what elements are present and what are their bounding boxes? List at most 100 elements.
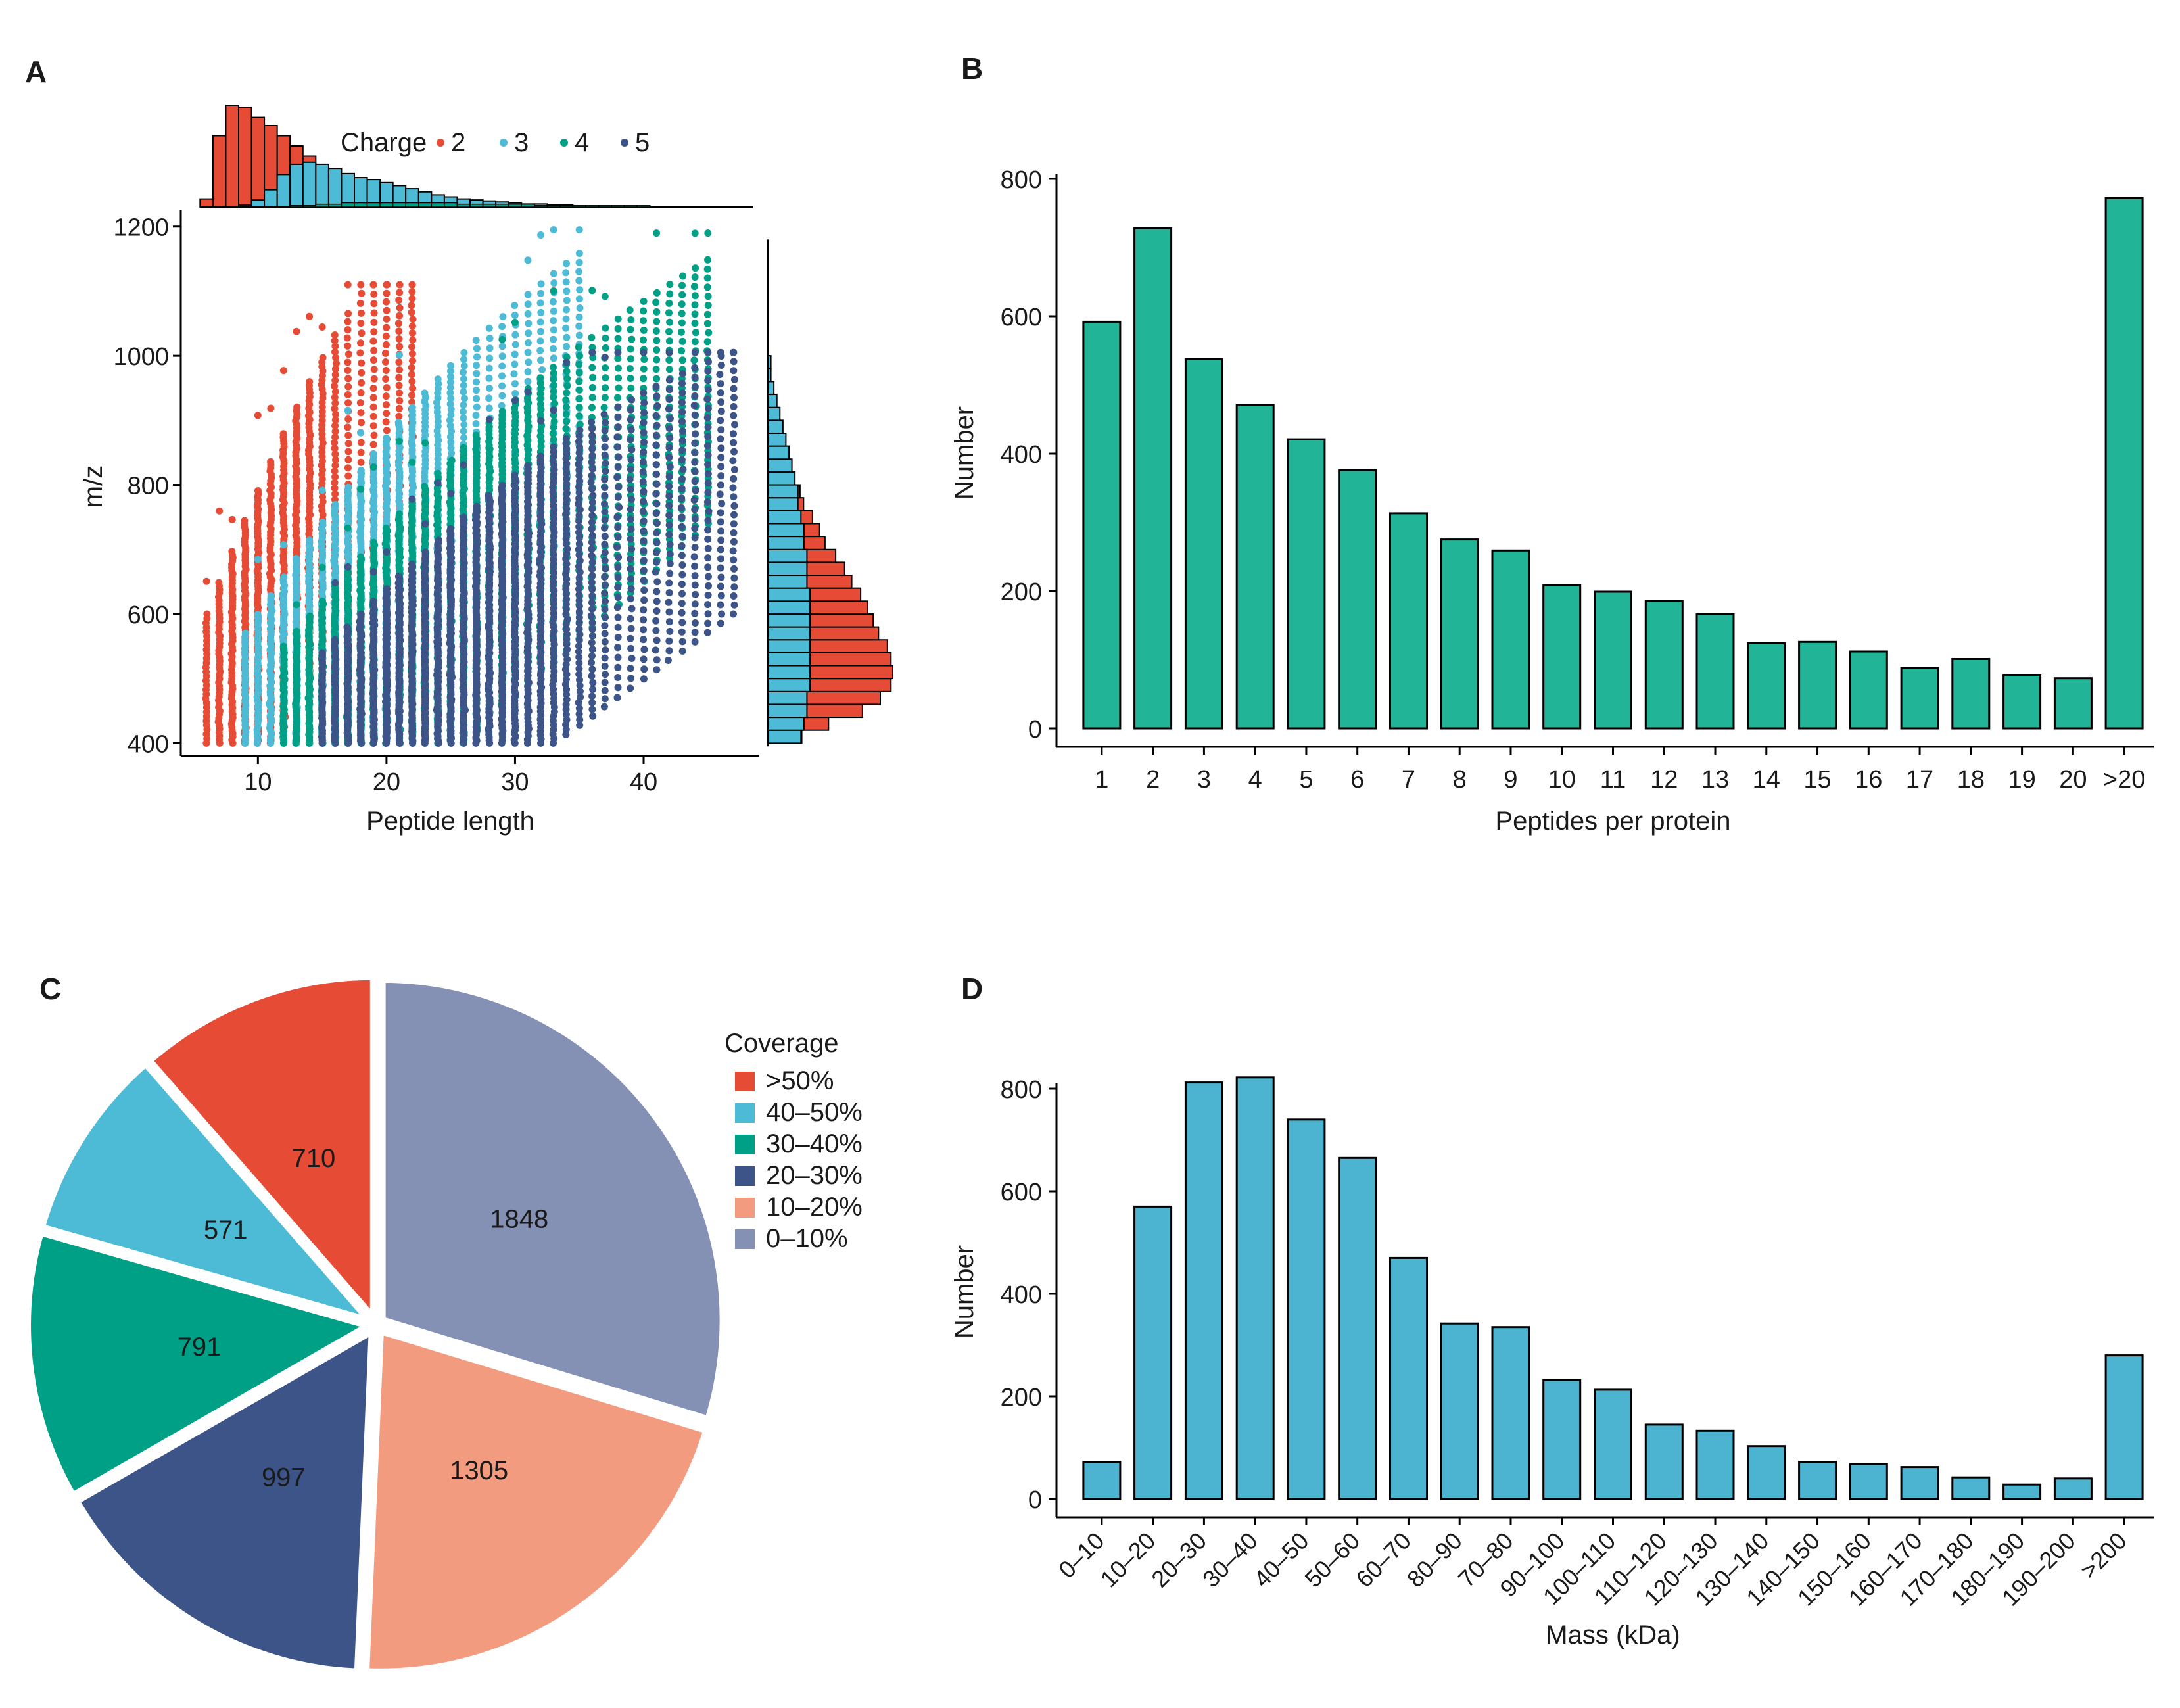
scatter-point-charge-3: [499, 313, 507, 321]
scatter-point-charge-4: [666, 281, 674, 289]
scatter-point-charge-3: [331, 501, 339, 508]
scatter-point-charge-3: [536, 318, 544, 326]
scatter-point-charge-3: [447, 406, 455, 414]
scatter-point-charge-4: [601, 293, 609, 300]
scatter-point-charge-4: [626, 306, 634, 314]
scatter-point-charge-2: [202, 577, 210, 585]
scatter-point-charge-3: [575, 258, 583, 266]
scatter-point-charge-2: [408, 391, 415, 399]
scatter-point-charge-4: [653, 356, 661, 364]
scatter-point-charge-3: [525, 320, 533, 327]
scatter-point-charge-3: [562, 315, 570, 323]
scatter-point-charge-2: [382, 418, 390, 426]
scatter-point-charge-4: [628, 335, 636, 343]
scatter-point-charge-3: [448, 427, 456, 435]
scatter-point-charge-4: [318, 563, 326, 571]
scatter-point-charge-3: [408, 404, 416, 412]
scatter-point-charge-5: [421, 520, 429, 528]
scatter-point-charge-2: [383, 401, 390, 409]
scatter-point-charge-2: [408, 377, 416, 385]
scatter-point-charge-2: [306, 378, 314, 386]
scatter-point-charge-4: [691, 292, 699, 300]
scatter-point-charge-4: [703, 283, 711, 291]
scatter-point-charge-3: [473, 403, 481, 411]
scatter-point-charge-3: [498, 343, 506, 350]
scatter-point-charge-4: [588, 404, 596, 412]
scatter-point-charge-4: [678, 310, 686, 318]
scatter-point-charge-2: [356, 399, 364, 407]
scatter-point-charge-4: [279, 642, 287, 650]
scatter-point-charge-3: [524, 256, 532, 264]
scatter-point-charge-4: [602, 344, 609, 352]
scatter-point-charge-4: [408, 458, 416, 466]
scatter-point-charge-4: [703, 320, 711, 327]
scatter-point-charge-2: [369, 385, 377, 392]
scatter-point-charge-5: [344, 563, 352, 571]
scatter-point-charge-2: [331, 473, 339, 481]
scatter-point-charge-4: [588, 364, 596, 371]
scatter-point-charge-2: [293, 327, 300, 335]
scatter-point-charge-4: [653, 337, 661, 344]
scatter-point-charge-3: [473, 369, 481, 377]
scatter-point-charge-4: [652, 366, 660, 373]
scatter-point-charge-3: [383, 434, 391, 442]
scatter-point-charge-4: [369, 463, 377, 471]
scatter-point-charge-2: [254, 487, 262, 494]
scatter-point-charge-3: [575, 313, 583, 321]
scatter-point-charge-4: [690, 283, 698, 291]
scatter-point-charge-2: [331, 462, 339, 469]
scatter-point-charge-2: [344, 456, 352, 463]
scatter-point-charge-4: [704, 256, 711, 264]
scatter-point-charge-3: [511, 312, 519, 319]
scatter-point-charge-3: [460, 401, 467, 409]
scatter-point-charge-3: [446, 389, 454, 397]
scatter-point-charge-4: [665, 327, 673, 335]
scatter-point-charge-4: [460, 444, 467, 452]
scatter-point-charge-2: [358, 309, 365, 317]
scatter-point-charge-3: [446, 400, 454, 408]
scatter-point-charge-2: [279, 367, 287, 375]
scatter-point-charge-2: [408, 295, 416, 302]
scatter-point-charge-3: [434, 375, 442, 383]
scatter-point-charge-2: [357, 458, 365, 466]
scatter-point-charge-2: [331, 399, 339, 407]
scatter-point-charge-2: [395, 381, 403, 389]
scatter-point-charge-3: [318, 486, 326, 494]
scatter-point-charge-4: [627, 325, 634, 333]
scatter-point-charge-2: [408, 343, 415, 351]
scatter-point-charge-2: [408, 364, 415, 371]
scatter-point-charge-2: [356, 349, 364, 357]
scatter-point-charge-2: [383, 315, 391, 323]
scatter-point-charge-4: [690, 356, 698, 364]
scatter-point-charge-2: [331, 485, 339, 492]
scatter-point-charge-4: [498, 408, 506, 415]
scatter-point-charge-5: [369, 568, 377, 576]
scatter-point-charge-4: [614, 315, 622, 323]
scatter-point-charge-2: [331, 433, 339, 441]
scatter-point-charge-4: [588, 287, 596, 295]
scatter-point-charge-2: [396, 304, 404, 312]
scatter-point-charge-3: [575, 322, 583, 330]
scatter-point-charge-2: [215, 579, 223, 586]
scatter-point-charge-2: [394, 320, 402, 327]
scatter-point-charge-4: [395, 437, 403, 445]
scatter-point-charge-3: [537, 289, 545, 297]
scatter-point-charge-3: [575, 331, 583, 339]
scatter-point-charge-4: [588, 394, 596, 402]
scatter-point-charge-3: [267, 592, 275, 600]
scatter-point-charge-2: [396, 312, 403, 320]
scatter-point-charge-2: [408, 288, 416, 296]
scatter-point-charge-2: [409, 336, 417, 344]
scatter-point-charge-2: [370, 309, 378, 317]
scatter-point-charge-3: [395, 351, 403, 359]
scatter-point-charge-4: [665, 337, 673, 345]
scatter-point-charge-4: [589, 373, 597, 381]
scatter-point-charge-3: [563, 333, 571, 341]
scatter-point-charge-2: [344, 342, 352, 350]
scatter-point-charge-2: [331, 490, 339, 498]
scatter-point-charge-2: [382, 392, 390, 400]
scatter-point-charge-2: [382, 358, 389, 366]
scatter-point-charge-3: [524, 348, 532, 356]
scatter-point-charge-2: [408, 308, 415, 316]
scatter-point-charge-2: [383, 427, 391, 435]
